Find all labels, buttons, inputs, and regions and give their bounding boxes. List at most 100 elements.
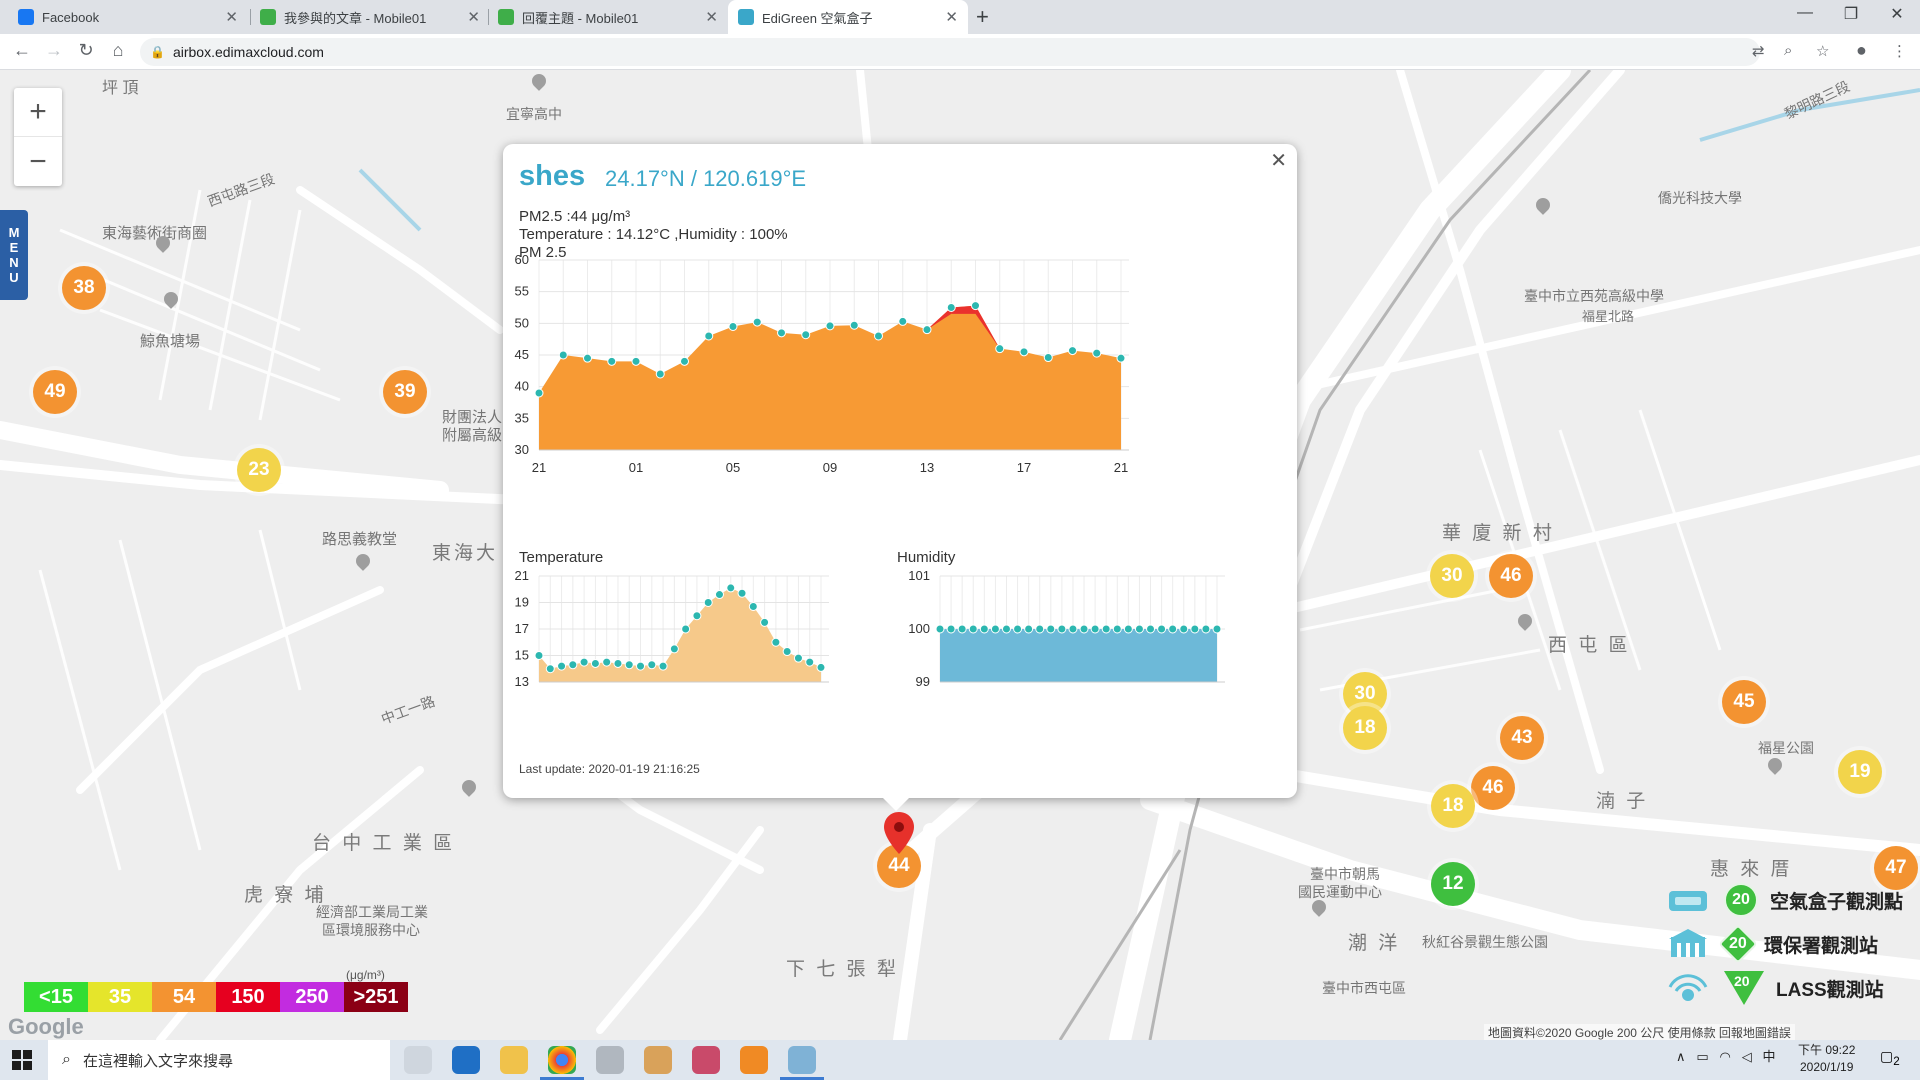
legend-label: LASS觀測站: [1776, 979, 1884, 1001]
new-tab-button[interactable]: +: [976, 4, 989, 29]
tab-mobile01-reply[interactable]: 回覆主題 - Mobile01 ✕: [488, 0, 728, 34]
map-marker[interactable]: 30: [1430, 554, 1474, 598]
map-marker[interactable]: 19: [1838, 750, 1882, 794]
tab-mobile01-articles[interactable]: 我參與的文章 - Mobile01 ✕: [250, 0, 490, 34]
map-label: 鯨魚塘場: [140, 333, 201, 350]
restore-button[interactable]: ❐: [1843, 6, 1859, 23]
data-point: [1035, 624, 1045, 634]
legend-row: 20 LASS觀測站: [1660, 966, 1903, 1010]
data-point: [995, 344, 1005, 354]
home-icon[interactable]: ⌂: [112, 40, 124, 60]
lock-icon: 🔒: [150, 45, 165, 59]
forward-icon[interactable]: →: [45, 40, 63, 60]
series-area: [539, 305, 1121, 450]
map-marker[interactable]: 46: [1489, 554, 1533, 598]
chrome-icon[interactable]: [540, 1046, 584, 1080]
close-icon[interactable]: ✕: [467, 9, 480, 26]
data-point: [990, 624, 1000, 634]
reload-icon[interactable]: ↻: [78, 40, 94, 60]
battery-icon[interactable]: ▭: [1696, 1049, 1709, 1064]
map-marker[interactable]: 12: [1431, 862, 1475, 906]
map-label: 臺中市朝馬: [1310, 866, 1380, 882]
data-point: [557, 661, 567, 671]
app-icon[interactable]: [596, 1046, 624, 1074]
data-point: [782, 647, 792, 657]
map-marker[interactable]: 49: [33, 370, 77, 414]
location-pin-icon[interactable]: [884, 812, 914, 854]
map-marker[interactable]: 23: [237, 448, 281, 492]
map-label: 臺中市立西苑高級中學: [1524, 288, 1664, 304]
popup-close-button[interactable]: ✕: [1270, 150, 1287, 172]
station-name: shes: [519, 160, 586, 192]
map-marker[interactable]: 45: [1722, 680, 1766, 724]
legend-badge: 20: [1724, 883, 1758, 917]
ime-indicator[interactable]: 中: [1762, 1049, 1776, 1064]
data-point: [704, 331, 714, 341]
data-point: [849, 320, 859, 330]
map-marker[interactable]: 47: [1874, 846, 1918, 890]
x-tick-label: 21: [1114, 460, 1128, 475]
tab-edigreen[interactable]: EdiGreen 空氣盒子 ✕: [728, 0, 968, 34]
station-coordinates: 24.17°N / 120.619°E: [605, 166, 807, 191]
zoom-out-button[interactable]: −: [29, 144, 47, 178]
data-point: [922, 325, 932, 335]
map-label: 台 中 工 業 區: [312, 833, 456, 854]
menu-letter: U: [9, 270, 19, 285]
map-label: 湳 子: [1596, 791, 1649, 812]
map-marker[interactable]: 43: [1500, 716, 1544, 760]
map-marker[interactable]: 46: [1471, 766, 1515, 810]
menu-tab-button[interactable]: M E N U: [0, 210, 28, 300]
profile-icon[interactable]: ●: [1856, 40, 1867, 60]
map-marker[interactable]: 18: [1431, 784, 1475, 828]
bookmark-star-icon[interactable]: ☆: [1816, 43, 1830, 60]
map-marker[interactable]: 39: [383, 370, 427, 414]
data-point: [793, 653, 803, 663]
data-point: [805, 657, 815, 667]
app-icon[interactable]: [740, 1046, 768, 1074]
app-icon[interactable]: [780, 1046, 824, 1080]
chevron-up-icon[interactable]: ∧: [1676, 1049, 1686, 1064]
app-icon[interactable]: [692, 1046, 720, 1074]
x-tick-label: 17: [1017, 460, 1031, 475]
start-button[interactable]: [12, 1050, 32, 1070]
volume-icon[interactable]: ◁: [1741, 1049, 1752, 1064]
close-icon[interactable]: ✕: [705, 9, 718, 26]
zoom-icon[interactable]: ⌕: [1784, 42, 1793, 59]
close-icon[interactable]: ✕: [225, 9, 238, 26]
more-menu-icon[interactable]: ⋮: [1892, 43, 1907, 60]
file-explorer-icon[interactable]: [500, 1046, 528, 1074]
back-icon[interactable]: ←: [13, 40, 31, 60]
wifi-icon[interactable]: ◠: [1719, 1049, 1731, 1064]
tab-facebook[interactable]: Facebook ✕: [8, 0, 248, 34]
scale-cell: 35: [88, 982, 152, 1012]
map-marker[interactable]: 18: [1343, 706, 1387, 750]
data-point: [669, 644, 679, 654]
system-tray[interactable]: ∧ ▭ ◠ ◁ 中: [1676, 1046, 1776, 1065]
map-canvas[interactable]: 坪 頂 東海藝術街商圈 鯨魚塘場 宜寧高中 路思義教堂 東海大 財團法人 附屬高…: [0, 70, 1920, 1040]
app-icon[interactable]: [644, 1046, 672, 1074]
map-marker[interactable]: 38: [62, 266, 106, 310]
task-view-icon[interactable]: [404, 1046, 432, 1074]
data-point: [1101, 624, 1111, 634]
data-point: [728, 322, 738, 331]
map-attribution[interactable]: 地圖資料©2020 Google 200 公尺 使用條款 回報地圖錯誤: [1484, 1024, 1795, 1040]
notification-icon[interactable]: ▢2: [1880, 1048, 1900, 1068]
minimize-button[interactable]: —: [1797, 4, 1813, 21]
zoom-in-button[interactable]: +: [14, 88, 62, 137]
data-point: [726, 583, 736, 593]
data-point: [1112, 624, 1122, 634]
map-label: 路思義教堂: [322, 531, 398, 548]
epa-station-icon: [1660, 928, 1716, 960]
data-point: [1134, 624, 1144, 634]
edge-icon[interactable]: [452, 1046, 480, 1074]
map-label: 僑光科技大學: [1658, 190, 1742, 206]
window-close-button[interactable]: ✕: [1890, 6, 1904, 23]
data-point: [1001, 624, 1011, 634]
translate-icon[interactable]: ⇄: [1752, 43, 1765, 60]
popup-pointer: [882, 797, 910, 811]
address-bar[interactable]: 🔒 airbox.edimaxcloud.com: [140, 38, 1760, 66]
taskbar-clock[interactable]: 下午 09:22 2020/1/19: [1798, 1042, 1855, 1076]
data-point: [631, 356, 641, 366]
close-icon[interactable]: ✕: [945, 9, 958, 26]
taskbar-search-box[interactable]: ⌕ 在這裡輸入文字來搜尋: [48, 1040, 390, 1080]
